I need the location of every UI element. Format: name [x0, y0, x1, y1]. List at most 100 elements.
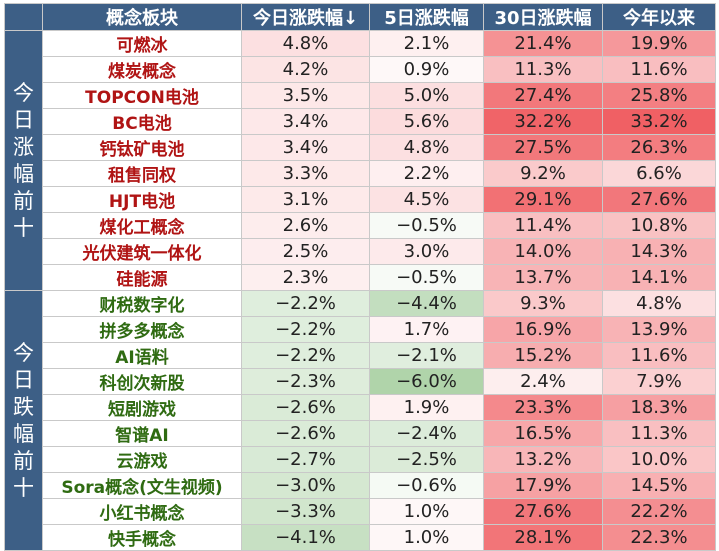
5day-change-cell: 5.6% — [369, 108, 484, 135]
5day-change-cell: −2.4% — [369, 420, 484, 447]
table-row[interactable]: 钙钛矿电池 3.4% 4.8% 27.5% 26.3% — [5, 134, 716, 161]
sector-name-cell[interactable]: 财税数字化 — [42, 290, 242, 317]
sector-name-cell[interactable]: 租售同权 — [42, 160, 242, 187]
table-row[interactable]: 小红书概念 −3.3% 1.0% 27.6% 22.2% — [5, 498, 716, 525]
30day-change-cell: 32.2% — [483, 108, 603, 135]
today-change-cell: 3.1% — [241, 186, 370, 213]
ytd-change-cell: 13.9% — [602, 316, 716, 343]
table-row[interactable]: 煤炭概念 4.2% 0.9% 11.3% 11.6% — [5, 56, 716, 83]
header-30day-change[interactable]: 30日涨跌幅 — [483, 3, 603, 31]
5day-change-cell: 3.0% — [369, 238, 484, 265]
sector-name-cell[interactable]: Sora概念(文生视频) — [42, 472, 242, 499]
sector-name-cell[interactable]: 硅能源 — [42, 264, 242, 291]
table-row[interactable]: 租售同权 3.3% 2.2% 9.2% 6.6% — [5, 160, 716, 187]
30day-change-cell: 15.2% — [483, 342, 603, 369]
5day-change-cell: 1.0% — [369, 498, 484, 525]
table-row[interactable]: 硅能源 2.3% −0.5% 13.7% 14.1% — [5, 264, 716, 291]
5day-change-cell: −0.6% — [369, 472, 484, 499]
ytd-change-cell: 11.6% — [602, 56, 716, 83]
30day-change-cell: 11.4% — [483, 212, 603, 239]
5day-change-cell: 4.8% — [369, 134, 484, 161]
table-row[interactable]: Sora概念(文生视频) −3.0% −0.6% 17.9% 14.5% — [5, 472, 716, 499]
group-label-top-gainers: 今日涨幅前十 — [4, 30, 43, 291]
sector-name-cell[interactable]: TOPCON电池 — [42, 82, 242, 109]
group-label-text: 今日涨幅前十 — [13, 80, 34, 240]
today-change-cell: 4.2% — [241, 56, 370, 83]
sector-name-cell[interactable]: 快手概念 — [42, 524, 242, 551]
sector-name-cell[interactable]: 云游戏 — [42, 446, 242, 473]
30day-change-cell: 27.5% — [483, 134, 603, 161]
today-change-cell: −3.0% — [241, 472, 370, 499]
table-row[interactable]: 智谱AI −2.6% −2.4% 16.5% 11.3% — [5, 420, 716, 447]
today-change-cell: 2.6% — [241, 212, 370, 239]
30day-change-cell: 16.5% — [483, 420, 603, 447]
today-change-cell: 3.4% — [241, 134, 370, 161]
today-change-cell: −2.2% — [241, 316, 370, 343]
ytd-change-cell: 10.0% — [602, 446, 716, 473]
sector-name-cell[interactable]: BC电池 — [42, 108, 242, 135]
header-sector-name[interactable]: 概念板块 — [42, 3, 242, 31]
group-label-top-losers: 今日跌幅前十 — [4, 290, 43, 551]
ytd-change-cell: 14.5% — [602, 472, 716, 499]
ytd-change-cell: 7.9% — [602, 368, 716, 395]
30day-change-cell: 21.4% — [483, 30, 603, 57]
header-5day-change[interactable]: 5日涨跌幅 — [369, 3, 484, 31]
30day-change-cell: 29.1% — [483, 186, 603, 213]
table-row[interactable]: HJT电池 3.1% 4.5% 29.1% 27.6% — [5, 186, 716, 213]
sector-name-cell[interactable]: 煤化工概念 — [42, 212, 242, 239]
today-change-cell: 4.8% — [241, 30, 370, 57]
sector-name-cell[interactable]: 小红书概念 — [42, 498, 242, 525]
sector-name-cell[interactable]: 科创次新股 — [42, 368, 242, 395]
ytd-change-cell: 6.6% — [602, 160, 716, 187]
table-row[interactable]: 云游戏 −2.7% −2.5% 13.2% 10.0% — [5, 446, 716, 473]
table-row[interactable]: BC电池 3.4% 5.6% 32.2% 33.2% — [5, 108, 716, 135]
today-change-cell: 2.3% — [241, 264, 370, 291]
sector-name-cell[interactable]: 可燃冰 — [42, 30, 242, 57]
5day-change-cell: 0.9% — [369, 56, 484, 83]
ytd-change-cell: 11.3% — [602, 420, 716, 447]
30day-change-cell: 23.3% — [483, 394, 603, 421]
sector-name-cell[interactable]: AI语料 — [42, 342, 242, 369]
sector-name-cell[interactable]: 钙钛矿电池 — [42, 134, 242, 161]
30day-change-cell: 9.3% — [483, 290, 603, 317]
5day-change-cell: −2.5% — [369, 446, 484, 473]
5day-change-cell: −6.0% — [369, 368, 484, 395]
today-change-cell: −4.1% — [241, 524, 370, 551]
header-ytd-change[interactable]: 今年以来 — [602, 3, 716, 31]
table-row[interactable]: 科创次新股 −2.3% −6.0% 2.4% 7.9% — [5, 368, 716, 395]
sector-name-cell[interactable]: 光伏建筑一体化 — [42, 238, 242, 265]
5day-change-cell: 1.9% — [369, 394, 484, 421]
today-change-cell: −2.2% — [241, 290, 370, 317]
table-row[interactable]: 煤化工概念 2.6% −0.5% 11.4% 10.8% — [5, 212, 716, 239]
sector-name-cell[interactable]: 煤炭概念 — [42, 56, 242, 83]
table-row[interactable]: AI语料 −2.2% −2.1% 15.2% 11.6% — [5, 342, 716, 369]
sector-name-cell[interactable]: 拼多多概念 — [42, 316, 242, 343]
header-today-change[interactable]: 今日涨跌幅↓ — [241, 3, 370, 31]
30day-change-cell: 13.7% — [483, 264, 603, 291]
group-label-text: 今日跌幅前十 — [13, 340, 34, 500]
5day-change-cell: −0.5% — [369, 264, 484, 291]
today-change-cell: 3.4% — [241, 108, 370, 135]
ytd-change-cell: 33.2% — [602, 108, 716, 135]
table-row[interactable]: 今日跌幅前十 财税数字化 −2.2% −4.4% 9.3% 4.8% — [4, 290, 716, 551]
30day-change-cell: 27.6% — [483, 498, 603, 525]
ytd-change-cell: 10.8% — [602, 212, 716, 239]
table-row[interactable]: 今日涨幅前十 可燃冰 4.8% 2.1% 21.4% 19.9% — [4, 30, 716, 291]
today-change-cell: −2.6% — [241, 420, 370, 447]
ytd-change-cell: 4.8% — [602, 290, 716, 317]
table-row[interactable]: 拼多多概念 −2.2% 1.7% 16.9% 13.9% — [5, 316, 716, 343]
sector-name-cell[interactable]: 智谱AI — [42, 420, 242, 447]
sector-name-cell[interactable]: HJT电池 — [42, 186, 242, 213]
sector-name-cell[interactable]: 短剧游戏 — [42, 394, 242, 421]
5day-change-cell: 1.7% — [369, 316, 484, 343]
today-change-cell: −2.3% — [241, 368, 370, 395]
30day-change-cell: 28.1% — [483, 524, 603, 551]
ytd-change-cell: 26.3% — [602, 134, 716, 161]
5day-change-cell: 1.0% — [369, 524, 484, 551]
table-row[interactable]: 快手概念 −4.1% 1.0% 28.1% 22.3% — [5, 524, 716, 551]
ytd-change-cell: 25.8% — [602, 82, 716, 109]
ytd-change-cell: 27.6% — [602, 186, 716, 213]
table-row[interactable]: TOPCON电池 3.5% 5.0% 27.4% 25.8% — [5, 82, 716, 109]
table-row[interactable]: 光伏建筑一体化 2.5% 3.0% 14.0% 14.3% — [5, 238, 716, 265]
table-row[interactable]: 短剧游戏 −2.6% 1.9% 23.3% 18.3% — [5, 394, 716, 421]
